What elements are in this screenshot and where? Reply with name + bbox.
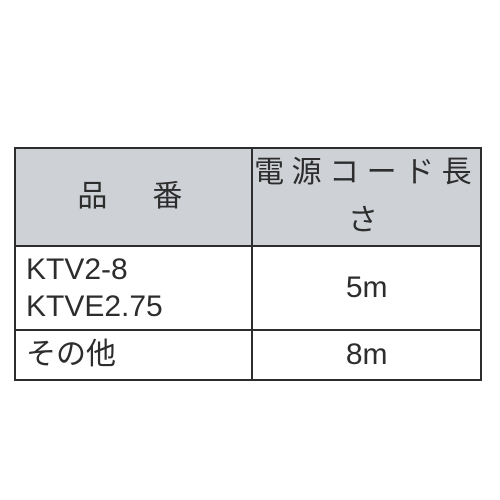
cell-part-number: その他 xyxy=(15,330,252,380)
part-number-line: KTVE2.75 xyxy=(26,288,251,326)
cell-part-number: KTV2-8 KTVE2.75 xyxy=(15,246,252,330)
spec-table: 品 番 電源コード長さ KTV2-8 KTVE2.75 5m その他 8m xyxy=(14,147,482,381)
part-number-line: KTV2-8 xyxy=(26,251,251,289)
cell-cord-length: 8m xyxy=(252,330,481,380)
table-row: KTV2-8 KTVE2.75 5m xyxy=(15,246,481,330)
table-row: その他 8m xyxy=(15,330,481,380)
cell-cord-length: 5m xyxy=(252,246,481,330)
header-cord-length: 電源コード長さ xyxy=(252,148,481,246)
header-part-number: 品 番 xyxy=(15,148,252,246)
